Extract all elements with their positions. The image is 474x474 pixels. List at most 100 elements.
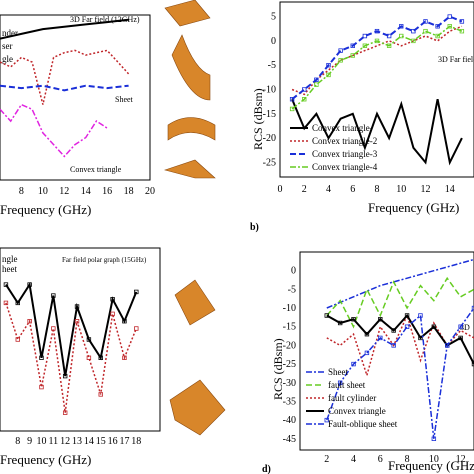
panel-c-legend-1: heet: [2, 264, 17, 274]
panel-b-series-2-point: [423, 19, 428, 24]
panel-c-series-0-point: [15, 300, 20, 306]
panel-d-x-tick-1: 4: [351, 454, 356, 465]
panel-b-series-3-point: [350, 53, 355, 58]
panel-a: 3D Far field (12GHz) Sheet Convex triang…: [0, 14, 155, 217]
panel-d-series-3-point: [364, 331, 370, 337]
panel-c-series-0-point: [3, 282, 9, 287]
panel-b-legend-label-3: Convex triangle-4: [312, 162, 378, 172]
panel-d-series-4-point: [431, 436, 437, 441]
panel-c-series-1-point: [39, 384, 44, 390]
panel-d-y-tick-5: -25: [283, 359, 296, 370]
panel-c-series-0-point: [62, 373, 68, 379]
panel-b-y-tick-3: -10: [263, 85, 276, 96]
panel-b-series-2-point: [338, 48, 343, 53]
panel-b-annotation: 3D Far field: [438, 55, 474, 64]
panel-b-series-2-point: [386, 33, 392, 39]
panel-c-series-1-point: [51, 326, 56, 331]
panel-a-frame: [0, 14, 151, 181]
panel-b-y-tick-5: -20: [263, 133, 276, 144]
panel-c: Far field polar graph (15GHz) ngle heet …: [0, 247, 161, 467]
panel-c-series-0-point: [51, 293, 56, 298]
panel-b-series-2-point: [435, 24, 440, 29]
panel-b-x-tick-5: 10: [396, 184, 406, 195]
panel-c-x-tick-10: 18: [131, 436, 141, 447]
panel-c-x-tick-7: 15: [96, 436, 106, 447]
panel-d-series-4-point: [337, 380, 343, 385]
panel-d-series-4-point: [471, 305, 474, 311]
panel-c-x-tick-8: 16: [108, 436, 118, 447]
panel-b-series-2-point: [350, 43, 355, 48]
panel-c-x-tick-1: 9: [27, 436, 32, 447]
panel-c-series-1-point: [134, 326, 139, 331]
panel-d-legend-label-0: Sheet: [328, 367, 348, 377]
panel-a-series-2-line: [0, 84, 129, 92]
panel-c-series-1-point: [27, 318, 32, 324]
panel-d-series-3-point: [431, 324, 437, 329]
panel-b-x-tick-3: 6: [350, 184, 355, 195]
panel-d-x-tick-4: 10: [429, 454, 439, 465]
panel-d-x-tick-2: 6: [378, 454, 383, 465]
panel-b-x-tick-4: 8: [375, 184, 380, 195]
panel-c-x-tick-9: 17: [119, 436, 129, 447]
panel-c-legend-0: ngle: [2, 254, 18, 264]
panel-d-series-3-point: [391, 328, 396, 333]
panel-c-series-0-point: [86, 337, 92, 342]
panel-d-series-3-line: [326, 313, 474, 365]
panel-d-legend-label-1: fault sheet: [328, 380, 366, 390]
panel-b-series-2-point: [459, 19, 465, 24]
panel-b-series-0-line: [291, 98, 463, 166]
panel-b-series-2-point: [314, 77, 319, 82]
panel-d-series-4-point: [418, 313, 423, 318]
panel-b-series-3-point: [447, 24, 452, 29]
panel-b-series-3-point: [459, 28, 465, 34]
panel-d-y-tick-4: -20: [283, 340, 296, 351]
panel-c-series-0-point: [134, 289, 139, 295]
panel-b-x-tick-1: 2: [302, 184, 307, 195]
wedge-shape: [174, 279, 216, 326]
panel-c-annotation: Far field polar graph (15GHz): [62, 256, 147, 264]
panel-b-label: b): [250, 222, 259, 233]
panel-b-series-3-point: [386, 43, 392, 48]
panel-b-series-3-point: [374, 38, 380, 44]
panel-d-annotation: 3D: [460, 323, 470, 332]
panel-d-series-3-point: [471, 361, 474, 367]
panel-d-x-tick-0: 2: [324, 454, 329, 465]
panel-b-y-tick-2: -5: [268, 60, 276, 71]
panel-b-y-tick-4: -15: [263, 109, 276, 120]
panel-c-x-tick-6: 14: [84, 436, 94, 447]
panel-a-x-tick-6: 20: [145, 186, 155, 197]
panel-d-series-4-point: [324, 417, 329, 423]
panel-b-x-tick-2: 4: [326, 184, 331, 195]
panel-c-x-tick-2: 10: [36, 436, 46, 447]
panel-a-legend-1: ser: [2, 41, 13, 51]
panel-d-legend-label-4: Fault-oblique sheet: [328, 419, 398, 429]
panel-a-x-tick-3: 14: [81, 186, 91, 197]
panel-b-series-3-line: [291, 25, 463, 110]
panel-b-y-tick-0: 5: [271, 12, 276, 23]
panel-a-legend-0: nder: [2, 28, 18, 38]
panel-d-y-tick-7: -35: [283, 396, 296, 407]
panel-b-ylabel: RCS (dBsm): [251, 88, 265, 150]
panel-c-x-tick-3: 11: [49, 436, 59, 447]
panel-c-series-0-point: [27, 282, 32, 287]
panel-b-series-2-line: [291, 15, 463, 100]
panel-b-x-tick-6: 12: [421, 184, 431, 195]
panel-d-legend-label-2: fault cylinder: [328, 393, 376, 403]
panel-a-series-3-line: [0, 103, 108, 158]
panel-d-x-tick-5: 12: [456, 454, 466, 465]
panel-b-series-3-point: [435, 33, 440, 39]
panel-c-series-0-point: [110, 297, 115, 302]
panel-b-series-3-point: [314, 82, 319, 87]
panel-d-series-4-point: [458, 324, 463, 329]
panel-d-series-3-point: [378, 317, 383, 322]
panel-d-ylabel: RCS (dBsm): [271, 338, 285, 400]
convex-triangle-shape: [163, 159, 216, 179]
panel-b-series-2-point: [399, 24, 404, 29]
panel-a-x-tick-5: 18: [124, 186, 134, 197]
panel-b-series-3-point: [423, 28, 428, 34]
panel-d-xlabel: Frequency (GHz): [388, 458, 474, 473]
panel-d-y-tick-3: -15: [283, 322, 296, 333]
panel-a-annotation-0: 3D Far field (12GHz): [70, 15, 140, 24]
panel-d-y-tick-2: -10: [283, 303, 296, 314]
panel-a-x-tick-2: 12: [59, 186, 69, 197]
